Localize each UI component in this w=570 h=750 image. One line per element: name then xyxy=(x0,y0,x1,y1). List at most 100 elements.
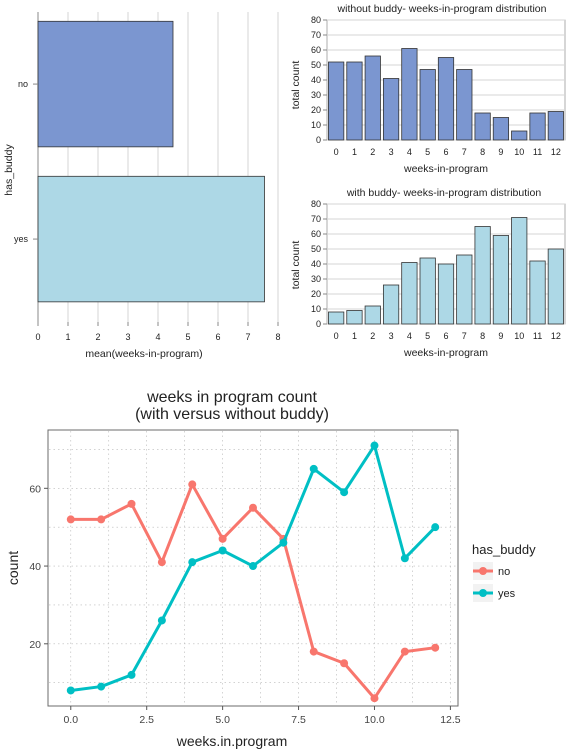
with-buddy-x-ticks: 0 1 2 3 4 5 6 7 8 9 10 11 12 xyxy=(334,331,561,341)
histogram-bar-week-12 xyxy=(547,248,564,325)
histogram-y-tick-label: 70 xyxy=(311,214,321,224)
mean-weeks-chart: 0 1 2 3 4 5 6 7 8 no yes mean(weeks-in-program) h… xyxy=(3,12,281,360)
histogram-x-tick-label: 5 xyxy=(425,147,430,157)
histogram-x-tick-label: 4 xyxy=(407,147,412,157)
mean-chart-x-tick-label: 4 xyxy=(155,332,160,342)
histogram-x-tick-label: 8 xyxy=(480,331,485,341)
histogram-y-tick-label: 80 xyxy=(311,15,321,25)
histogram-bar-week-5 xyxy=(419,69,436,141)
line-point-no xyxy=(340,659,349,668)
line-point-yes xyxy=(431,523,440,532)
line-chart-y-ticks: 20 40 60 xyxy=(29,483,48,651)
histogram-x-tick-label: 1 xyxy=(352,147,357,157)
mean-chart-x-ticks: 0 1 2 3 4 5 6 7 8 xyxy=(35,332,280,342)
histogram-bar-week-0 xyxy=(328,61,345,141)
line-point-no xyxy=(249,503,257,512)
with-buddy-y-ticks: 0 10 20 30 40 50 60 70 80 xyxy=(311,199,321,329)
mean-chart-x-tick-label: 6 xyxy=(215,332,220,342)
histogram-y-tick-label: 40 xyxy=(311,75,321,85)
line-point-yes xyxy=(127,670,136,679)
histogram-x-tick-label: 7 xyxy=(462,147,467,157)
without-buddy-chart-title: without buddy- weeks-in-program distribu… xyxy=(337,3,547,15)
mean-chart-bar-yes xyxy=(37,175,265,303)
histogram-bar-week-2 xyxy=(364,55,381,141)
histogram-x-tick-label: 3 xyxy=(389,331,394,341)
histogram-y-tick-label: 80 xyxy=(311,199,321,209)
line-point-yes xyxy=(309,464,318,473)
histogram-bar-week-1 xyxy=(346,310,363,325)
line-chart-title: weeks in program count xyxy=(146,389,317,406)
line-point-yes xyxy=(279,538,288,547)
with-buddy-chart: with buddy- weeks-in-program distributio… xyxy=(290,187,566,359)
histogram-bar-week-8 xyxy=(474,112,491,141)
histogram-bar-week-3 xyxy=(382,284,400,325)
line-chart-x-tick-label: 2.5 xyxy=(139,714,154,726)
histogram-x-tick-label: 7 xyxy=(462,331,467,341)
histogram-x-tick-label: 10 xyxy=(514,331,524,341)
line-point-no xyxy=(66,515,75,524)
histogram-x-tick-label: 12 xyxy=(551,147,561,157)
histogram-bar-week-1 xyxy=(346,61,363,141)
histogram-bar-week-6 xyxy=(437,57,455,141)
histogram-x-tick-label: 6 xyxy=(443,331,448,341)
line-point-no xyxy=(127,499,136,508)
without-buddy-x-axis-label: weeks-in-program xyxy=(403,163,488,175)
line-chart-x-tick-label: 0.0 xyxy=(63,714,78,726)
line-chart-x-tick-label: 7.5 xyxy=(291,714,306,726)
histogram-x-tick-label: 9 xyxy=(498,147,503,157)
legend-key-point-no xyxy=(479,567,487,575)
line-chart-legend: has_buddy no yes xyxy=(472,542,536,602)
histogram-bar-week-3 xyxy=(382,78,400,141)
histogram-bar-week-7 xyxy=(456,254,473,325)
without-buddy-y-ticks: 0 10 20 30 40 50 60 70 80 xyxy=(311,15,321,145)
histogram-bar-week-0 xyxy=(328,311,345,325)
mean-chart-x-tick-label: 8 xyxy=(275,332,280,342)
histogram-bar-week-10 xyxy=(511,217,528,325)
mean-chart-bar-no xyxy=(37,20,174,148)
mean-chart-x-tick-label: 1 xyxy=(65,332,70,342)
line-point-yes xyxy=(218,546,227,555)
histogram-x-tick-label: 11 xyxy=(533,147,542,157)
line-point-yes xyxy=(66,686,75,695)
line-chart-x-tick-label: 10.0 xyxy=(364,714,385,726)
with-buddy-chart-title: with buddy- weeks-in-program distributio… xyxy=(346,187,541,199)
histogram-x-tick-label: 11 xyxy=(533,331,542,341)
line-chart-y-axis-label: count xyxy=(5,551,21,585)
legend-label-yes: yes xyxy=(498,588,516,600)
line-point-no xyxy=(97,515,106,524)
histogram-x-tick-label: 9 xyxy=(498,331,503,341)
mean-chart-x-axis-label: mean(weeks-in-program) xyxy=(85,348,202,360)
line-point-yes xyxy=(249,562,257,571)
line-point-yes xyxy=(370,441,379,450)
line-point-yes xyxy=(340,488,349,497)
histogram-bar-week-5 xyxy=(419,257,436,325)
legend-title: has_buddy xyxy=(472,542,536,557)
without-buddy-chart: without buddy- weeks-in-program distribu… xyxy=(290,3,566,175)
with-buddy-bars xyxy=(328,217,564,325)
line-point-yes xyxy=(97,682,106,691)
mean-chart-x-tick-label: 3 xyxy=(125,332,130,342)
mean-chart-category-label: yes xyxy=(14,234,29,244)
histogram-x-tick-label: 0 xyxy=(334,331,339,341)
line-point-no xyxy=(431,643,440,652)
histogram-x-tick-label: 2 xyxy=(370,331,375,341)
histogram-y-tick-label: 20 xyxy=(311,289,321,299)
mean-chart-x-tick-label: 0 xyxy=(35,332,40,342)
mean-chart-category-labels: no yes xyxy=(14,79,29,244)
line-chart: weeks in program count (with versus with… xyxy=(5,389,536,749)
histogram-bar-week-2 xyxy=(364,305,381,325)
line-point-yes xyxy=(400,554,409,563)
histogram-x-tick-label: 5 xyxy=(425,331,430,341)
line-chart-x-axis-label: weeks.in.program xyxy=(176,733,288,749)
line-chart-y-tick-label: 20 xyxy=(29,639,41,651)
histogram-x-tick-label: 12 xyxy=(551,331,561,341)
histogram-y-tick-label: 60 xyxy=(311,229,321,239)
histogram-x-tick-label: 8 xyxy=(480,147,485,157)
histogram-bar-week-9 xyxy=(492,235,510,325)
histogram-y-tick-label: 10 xyxy=(311,120,321,130)
line-point-no xyxy=(218,534,227,543)
histogram-x-tick-label: 0 xyxy=(334,147,339,157)
line-point-yes xyxy=(188,558,197,567)
mean-chart-bars xyxy=(33,20,265,303)
line-point-no xyxy=(157,558,166,567)
